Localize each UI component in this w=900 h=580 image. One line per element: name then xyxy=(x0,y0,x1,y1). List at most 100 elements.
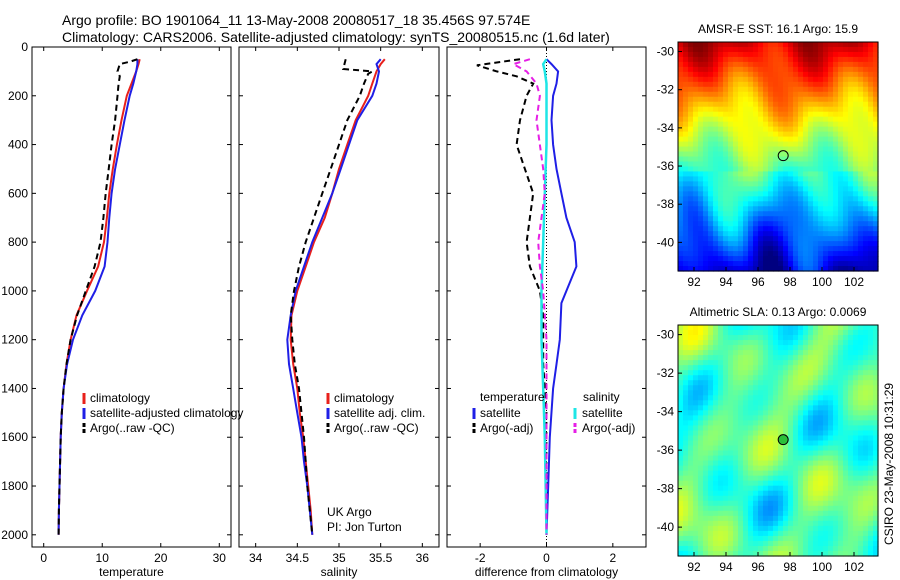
heatmap-cell xyxy=(863,246,869,252)
heatmap-cell xyxy=(788,445,794,452)
heatmap-cell xyxy=(773,470,779,477)
heatmap-cell xyxy=(723,166,729,173)
heatmap-cell xyxy=(813,460,819,467)
heatmap-cell xyxy=(753,345,759,351)
heatmap-cell xyxy=(843,550,849,557)
heatmap-cell xyxy=(808,156,814,163)
heatmap-cell xyxy=(873,410,879,416)
heatmap-cell xyxy=(858,191,864,197)
heatmap-cell xyxy=(833,96,839,103)
heatmap-cell xyxy=(858,485,864,492)
x-tick-label: 92 xyxy=(687,560,701,574)
heatmap-cell xyxy=(863,196,869,202)
heatmap-cell xyxy=(698,445,704,452)
heatmap-cell xyxy=(793,131,799,138)
heatmap-cell xyxy=(703,151,709,158)
heatmap-cell xyxy=(768,430,774,437)
heatmap-cell xyxy=(713,375,719,381)
heatmap-cell xyxy=(768,216,774,222)
heatmap-cell xyxy=(738,425,744,432)
heatmap-cell xyxy=(848,96,854,103)
heatmap-cell xyxy=(838,430,844,437)
heatmap-cell xyxy=(853,480,859,487)
heatmap-cell xyxy=(873,340,879,346)
heatmap-cell xyxy=(858,500,864,507)
heatmap-cell xyxy=(753,91,759,98)
heatmap-cell xyxy=(823,405,829,411)
heatmap-cell xyxy=(768,131,774,138)
heatmap-cell xyxy=(728,375,734,381)
heatmap-cell xyxy=(708,161,714,168)
heatmap-cell xyxy=(838,111,844,118)
heatmap-cell xyxy=(753,390,759,396)
heatmap-cell xyxy=(693,116,699,123)
heatmap-cell xyxy=(853,415,859,422)
heatmap-cell xyxy=(758,66,764,73)
heatmap-cell xyxy=(753,126,759,133)
heatmap-cell xyxy=(738,485,744,492)
heatmap-cell xyxy=(698,166,704,173)
heatmap-cell xyxy=(728,360,734,366)
heatmap-cell xyxy=(678,46,684,53)
heatmap-cell xyxy=(828,380,834,386)
heatmap-cell xyxy=(858,390,864,396)
heatmap-cell xyxy=(688,440,694,447)
heatmap-cell xyxy=(793,550,799,557)
heatmap-cell xyxy=(803,450,809,457)
heatmap-cell xyxy=(803,415,809,422)
heatmap-cell xyxy=(698,226,704,232)
heatmap-cell xyxy=(708,166,714,173)
heatmap-cell xyxy=(768,480,774,487)
heatmap-cell xyxy=(813,490,819,497)
heatmap-cell xyxy=(848,61,854,68)
heatmap-cell xyxy=(703,440,709,447)
heatmap-cell xyxy=(798,116,804,123)
heatmap-cell xyxy=(848,216,854,222)
heatmap-cell xyxy=(748,495,754,502)
heatmap-cell xyxy=(823,106,829,113)
heatmap-cell xyxy=(833,111,839,118)
heatmap-cell xyxy=(773,395,779,401)
heatmap-cell xyxy=(703,176,709,182)
heatmap-cell xyxy=(783,151,789,158)
heatmap-cell xyxy=(853,520,859,527)
heatmap-cell xyxy=(828,56,834,63)
heatmap-cell xyxy=(718,335,724,341)
heatmap-cell xyxy=(858,495,864,502)
heatmap-cell xyxy=(758,121,764,128)
heatmap-cell xyxy=(788,370,794,376)
heatmap-cell xyxy=(823,46,829,53)
heatmap-cell xyxy=(723,151,729,158)
heatmap-cell xyxy=(778,395,784,401)
heatmap-cell xyxy=(873,71,879,78)
heatmap-cell xyxy=(848,141,854,148)
heatmap-cell xyxy=(783,360,789,366)
heatmap-cell xyxy=(678,61,684,68)
heatmap-cell xyxy=(813,131,819,138)
heatmap-cell xyxy=(823,355,829,361)
heatmap-cell xyxy=(848,440,854,447)
heatmap-cell xyxy=(783,201,789,207)
heatmap-cell xyxy=(683,500,689,507)
heatmap-cell xyxy=(813,196,819,202)
heatmap-cell xyxy=(683,161,689,168)
heatmap-cell xyxy=(753,550,759,557)
heatmap-cell xyxy=(843,395,849,401)
heatmap-cell xyxy=(813,530,819,537)
heatmap-cell xyxy=(803,236,809,242)
heatmap-cell xyxy=(778,360,784,366)
heatmap-cell xyxy=(763,121,769,128)
heatmap-cell xyxy=(768,505,774,512)
heatmap-cell xyxy=(828,161,834,168)
heatmap-cell xyxy=(763,126,769,133)
heatmap-cell xyxy=(838,360,844,366)
heatmap-cell xyxy=(728,390,734,396)
heatmap-cell xyxy=(748,101,754,108)
heatmap-cell xyxy=(683,171,689,178)
heatmap-cell xyxy=(773,71,779,78)
heatmap-cell xyxy=(753,231,759,237)
heatmap-cell xyxy=(718,390,724,396)
heatmap-cell xyxy=(718,455,724,462)
heatmap-cell xyxy=(758,51,764,58)
heatmap-cell xyxy=(863,51,869,58)
